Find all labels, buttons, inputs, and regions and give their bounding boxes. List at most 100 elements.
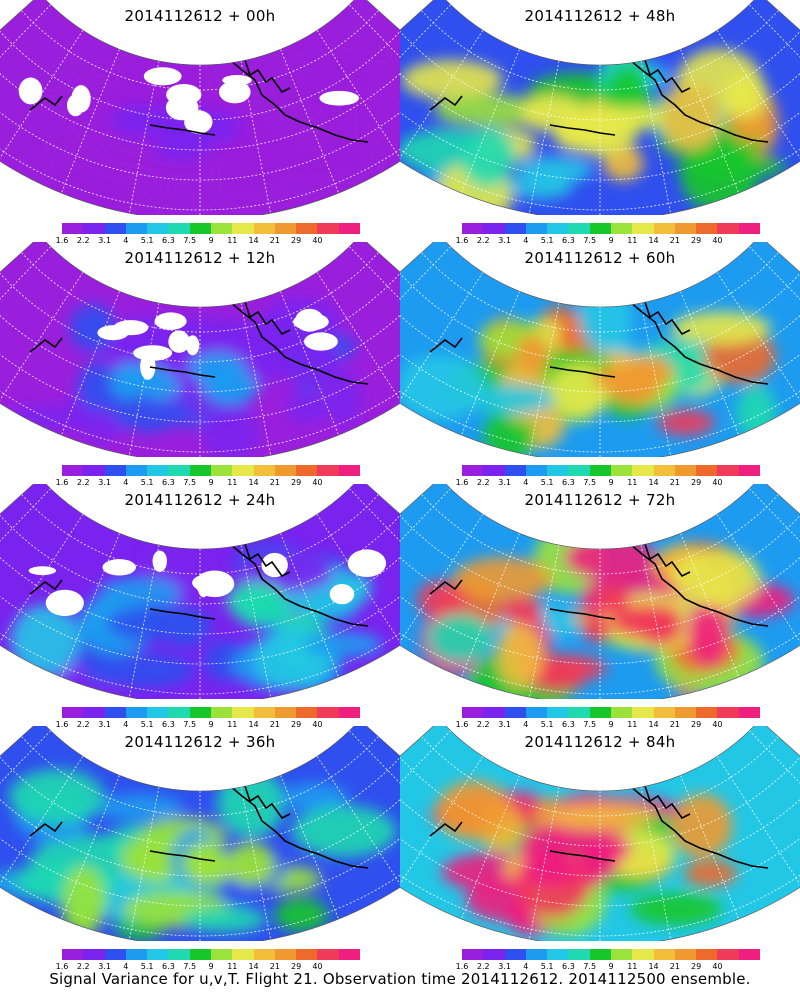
colorbar-swatch bbox=[589, 949, 611, 960]
colorbar-tick-label: 9 bbox=[208, 478, 214, 487]
forecast-panel: 2014112612 + 60h 1.6 2.2 3.1 4 5.1 6.3 7.5 9 11 14… bbox=[400, 242, 800, 487]
panel-title: 2014112612 + 00h bbox=[124, 7, 276, 25]
colorbar-tick-label: 7.5 bbox=[183, 236, 197, 245]
colorbar-tick-label: 29 bbox=[291, 478, 302, 487]
colorbar-tick-label: 14 bbox=[248, 962, 259, 971]
colorbar-tick-label: 14 bbox=[248, 478, 259, 487]
colorbar-swatch bbox=[125, 949, 148, 960]
colorbar-swatch bbox=[147, 707, 169, 718]
colorbar-swatch bbox=[653, 949, 675, 960]
colorbar-swatch bbox=[104, 223, 126, 234]
colorbar-swatch bbox=[717, 707, 739, 718]
colorbar-swatch bbox=[296, 949, 318, 960]
colorbar-tick-label: 1.6 bbox=[55, 236, 69, 245]
colorbar bbox=[62, 223, 360, 234]
colorbar-tick-label: 4 bbox=[123, 720, 129, 729]
colorbar-swatch bbox=[483, 949, 505, 960]
colorbar-tick-label: 1.6 bbox=[455, 720, 469, 729]
colorbar-labels: 1.6 2.2 3.1 4 5.1 6.3 7.5 9 11 14 21 29 40 bbox=[454, 720, 774, 732]
colorbar-tick-label: 5.1 bbox=[140, 236, 154, 245]
colorbar-swatch bbox=[253, 223, 275, 234]
colorbar-tick-label: 40 bbox=[712, 962, 723, 971]
colorbar-swatch bbox=[568, 707, 590, 718]
colorbar-swatch bbox=[674, 223, 697, 234]
colorbar-swatch bbox=[274, 465, 297, 476]
colorbar bbox=[462, 949, 760, 960]
colorbar-swatch bbox=[568, 465, 590, 476]
colorbar-swatch bbox=[83, 949, 105, 960]
colorbar-swatch bbox=[610, 707, 633, 718]
colorbar-tick-label: 29 bbox=[691, 720, 702, 729]
colorbar-tick-label: 3.1 bbox=[498, 478, 511, 487]
colorbar-swatch bbox=[168, 707, 190, 718]
colorbar-tick-label: 11 bbox=[627, 478, 638, 487]
colorbar-tick-label: 7.5 bbox=[583, 236, 597, 245]
colorbar-swatch bbox=[547, 223, 569, 234]
colorbar-swatch bbox=[632, 707, 654, 718]
colorbar-swatch bbox=[189, 223, 211, 234]
colorbar-swatch bbox=[147, 223, 169, 234]
colorbar-swatch bbox=[462, 465, 484, 476]
colorbar-tick-label: 29 bbox=[291, 236, 302, 245]
colorbar-tick-label: 6.3 bbox=[562, 962, 575, 971]
colorbar-swatch bbox=[717, 465, 739, 476]
colorbar-swatch bbox=[738, 949, 760, 960]
colorbar-tick-label: 2.2 bbox=[76, 962, 90, 971]
colorbar-labels: 1.6 2.2 3.1 4 5.1 6.3 7.5 9 11 14 21 29 40 bbox=[54, 962, 374, 974]
colorbar-tick-label: 2.2 bbox=[476, 236, 490, 245]
colorbar-swatch bbox=[253, 465, 275, 476]
colorbar-swatch bbox=[547, 949, 569, 960]
panel-title: 2014112612 + 84h bbox=[524, 733, 676, 751]
colorbar-tick-label: 5.1 bbox=[140, 478, 154, 487]
colorbar bbox=[462, 707, 760, 718]
colorbar-swatch bbox=[125, 707, 148, 718]
colorbar-swatch bbox=[504, 465, 526, 476]
colorbar-swatch bbox=[296, 707, 318, 718]
colorbar-tick-label: 6.3 bbox=[562, 478, 575, 487]
colorbar-tick-label: 1.6 bbox=[55, 478, 69, 487]
colorbar-tick-label: 4 bbox=[123, 962, 129, 971]
forecast-panel: 2014112612 + 12h 1.6 2.2 3.1 4 5.1 6.3 7.5 9 11 14… bbox=[0, 242, 400, 487]
forecast-panel: 2014112612 + 48h 1.6 2.2 3.1 4 5.1 6.3 7.5 9 11 14… bbox=[400, 0, 800, 245]
colorbar-swatch bbox=[738, 223, 760, 234]
colorbar-swatch bbox=[62, 707, 84, 718]
colorbar-tick-label: 11 bbox=[627, 236, 638, 245]
colorbar-tick-label: 11 bbox=[627, 962, 638, 971]
colorbar-tick-label: 11 bbox=[227, 962, 238, 971]
colorbar-tick-label: 21 bbox=[269, 962, 280, 971]
colorbar-swatch bbox=[317, 223, 339, 234]
colorbar bbox=[62, 707, 360, 718]
colorbar-swatch bbox=[338, 949, 360, 960]
colorbar-tick-label: 4 bbox=[523, 478, 529, 487]
colorbar-tick-label: 5.1 bbox=[140, 962, 154, 971]
colorbar-tick-label: 21 bbox=[669, 236, 680, 245]
colorbar bbox=[62, 949, 360, 960]
colorbar-tick-label: 40 bbox=[712, 720, 723, 729]
colorbar-tick-label: 14 bbox=[648, 478, 659, 487]
colorbar-swatch bbox=[483, 223, 505, 234]
colorbar-tick-label: 7.5 bbox=[183, 962, 197, 971]
colorbar-swatch bbox=[210, 949, 233, 960]
panel-title: 2014112612 + 36h bbox=[124, 733, 276, 751]
colorbar-tick-label: 6.3 bbox=[562, 720, 575, 729]
colorbar-swatch bbox=[632, 223, 654, 234]
colorbar-swatch bbox=[338, 465, 360, 476]
colorbar-swatch bbox=[525, 465, 548, 476]
colorbar-tick-label: 6.3 bbox=[562, 236, 575, 245]
colorbar-swatch bbox=[610, 949, 633, 960]
panel-title: 2014112612 + 72h bbox=[524, 491, 676, 509]
colorbar-tick-label: 40 bbox=[712, 236, 723, 245]
panel-title: 2014112612 + 60h bbox=[524, 249, 676, 267]
colorbar-tick-label: 29 bbox=[691, 962, 702, 971]
colorbar-tick-label: 7.5 bbox=[183, 720, 197, 729]
polar-map bbox=[0, 484, 400, 699]
colorbar-swatch bbox=[274, 707, 297, 718]
colorbar-swatch bbox=[168, 949, 190, 960]
colorbar-swatch bbox=[717, 223, 739, 234]
colorbar-tick-label: 40 bbox=[312, 720, 323, 729]
colorbar-swatch bbox=[338, 707, 360, 718]
colorbar-tick-label: 14 bbox=[648, 720, 659, 729]
colorbar-tick-label: 7.5 bbox=[583, 720, 597, 729]
colorbar-swatch bbox=[717, 949, 739, 960]
colorbar-tick-label: 6.3 bbox=[162, 478, 175, 487]
